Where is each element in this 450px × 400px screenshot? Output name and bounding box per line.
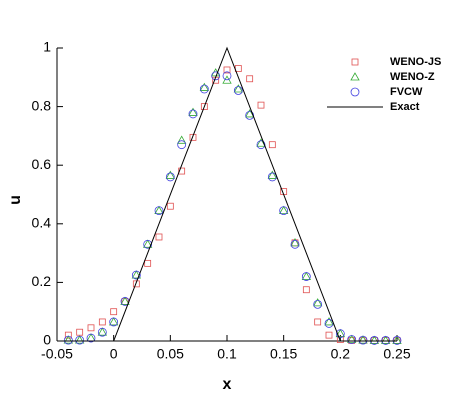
data-point bbox=[346, 334, 357, 343]
data-point bbox=[290, 238, 300, 247]
data-point bbox=[290, 239, 300, 249]
data-point bbox=[223, 66, 231, 74]
data-point bbox=[268, 141, 276, 149]
data-point bbox=[120, 296, 130, 305]
data-point bbox=[325, 331, 333, 339]
legend-label: WENO-Z bbox=[390, 71, 435, 83]
data-point bbox=[313, 299, 323, 309]
data-point bbox=[131, 270, 142, 279]
data-point bbox=[74, 335, 85, 344]
data-point bbox=[154, 206, 164, 216]
exact-line bbox=[57, 46, 397, 342]
data-point bbox=[143, 239, 153, 249]
data-point bbox=[324, 317, 334, 326]
data-point bbox=[335, 329, 345, 339]
data-point bbox=[256, 138, 266, 147]
data-point bbox=[75, 335, 85, 345]
data-point bbox=[154, 205, 164, 215]
data-point bbox=[358, 335, 368, 345]
data-point bbox=[301, 271, 312, 280]
y-tick-label: 0 bbox=[43, 332, 51, 348]
data-point bbox=[189, 133, 197, 141]
data-point bbox=[199, 84, 209, 94]
data-point bbox=[314, 318, 322, 326]
data-point bbox=[222, 71, 232, 81]
x-tick-label: 0.15 bbox=[270, 346, 297, 362]
data-point bbox=[279, 206, 289, 216]
data-point bbox=[256, 140, 266, 150]
data-point bbox=[165, 170, 176, 179]
y-tick-label: 0.8 bbox=[32, 97, 52, 113]
data-point bbox=[64, 331, 72, 339]
data-point bbox=[392, 335, 402, 344]
x-tick-label: 0.2 bbox=[331, 346, 351, 362]
x-tick-label: 0 bbox=[110, 346, 118, 362]
data-point bbox=[131, 270, 141, 280]
legend-marker bbox=[350, 87, 360, 97]
x-tick-label: 0.05 bbox=[157, 346, 184, 362]
y-tick-label: 0.4 bbox=[32, 215, 52, 231]
data-point bbox=[165, 172, 175, 182]
data-point bbox=[188, 109, 198, 119]
data-point bbox=[369, 335, 380, 344]
data-point bbox=[86, 333, 96, 343]
data-point bbox=[144, 259, 152, 267]
y-tick-label: 1 bbox=[43, 39, 51, 55]
data-point bbox=[142, 239, 153, 248]
data-point bbox=[335, 328, 346, 338]
data-point bbox=[155, 233, 163, 241]
data-point bbox=[278, 205, 289, 215]
y-tick-label: 0.6 bbox=[32, 156, 52, 172]
data-point bbox=[97, 327, 108, 336]
data-point bbox=[97, 327, 107, 337]
data-point bbox=[381, 336, 391, 345]
data-point bbox=[76, 328, 84, 336]
data-point bbox=[63, 335, 74, 344]
x-tick-label: 0.25 bbox=[383, 346, 410, 362]
data-point bbox=[63, 335, 73, 345]
x-axis-label: x bbox=[223, 376, 232, 393]
data-point bbox=[392, 336, 402, 345]
data-point bbox=[199, 82, 210, 91]
data-point bbox=[108, 317, 119, 326]
data-point bbox=[132, 280, 140, 288]
data-point bbox=[178, 167, 186, 175]
data-point bbox=[246, 75, 254, 83]
data-point bbox=[87, 324, 95, 332]
data-point bbox=[369, 336, 379, 345]
data-point bbox=[188, 107, 198, 116]
data-point bbox=[110, 308, 118, 316]
data-point bbox=[177, 140, 187, 150]
data-point bbox=[233, 86, 243, 95]
data-point bbox=[98, 318, 106, 326]
data-point bbox=[312, 298, 323, 307]
data-point bbox=[257, 101, 265, 109]
legend-marker bbox=[350, 72, 360, 81]
data-point bbox=[211, 71, 221, 81]
x-tick-label: -0.05 bbox=[41, 346, 73, 362]
data-point bbox=[109, 317, 119, 327]
data-point bbox=[244, 109, 255, 118]
legend-label: FVCW bbox=[390, 86, 423, 98]
x-tick-label: 0.1 bbox=[217, 346, 237, 362]
data-point bbox=[301, 272, 311, 281]
y-axis-label: u bbox=[7, 195, 24, 205]
data-point bbox=[176, 135, 187, 144]
legend-marker bbox=[351, 58, 359, 66]
data-point bbox=[358, 335, 368, 344]
y-tick-label: 0.2 bbox=[32, 273, 52, 289]
data-point bbox=[245, 110, 255, 120]
data-point bbox=[347, 335, 357, 344]
data-point bbox=[233, 84, 244, 93]
data-point bbox=[380, 335, 391, 344]
data-point bbox=[267, 170, 278, 179]
data-point bbox=[302, 286, 310, 294]
data-point bbox=[200, 103, 208, 110]
data-point bbox=[166, 202, 174, 210]
legend-label: WENO-JS bbox=[390, 56, 441, 68]
legend-label: Exact bbox=[390, 101, 420, 113]
